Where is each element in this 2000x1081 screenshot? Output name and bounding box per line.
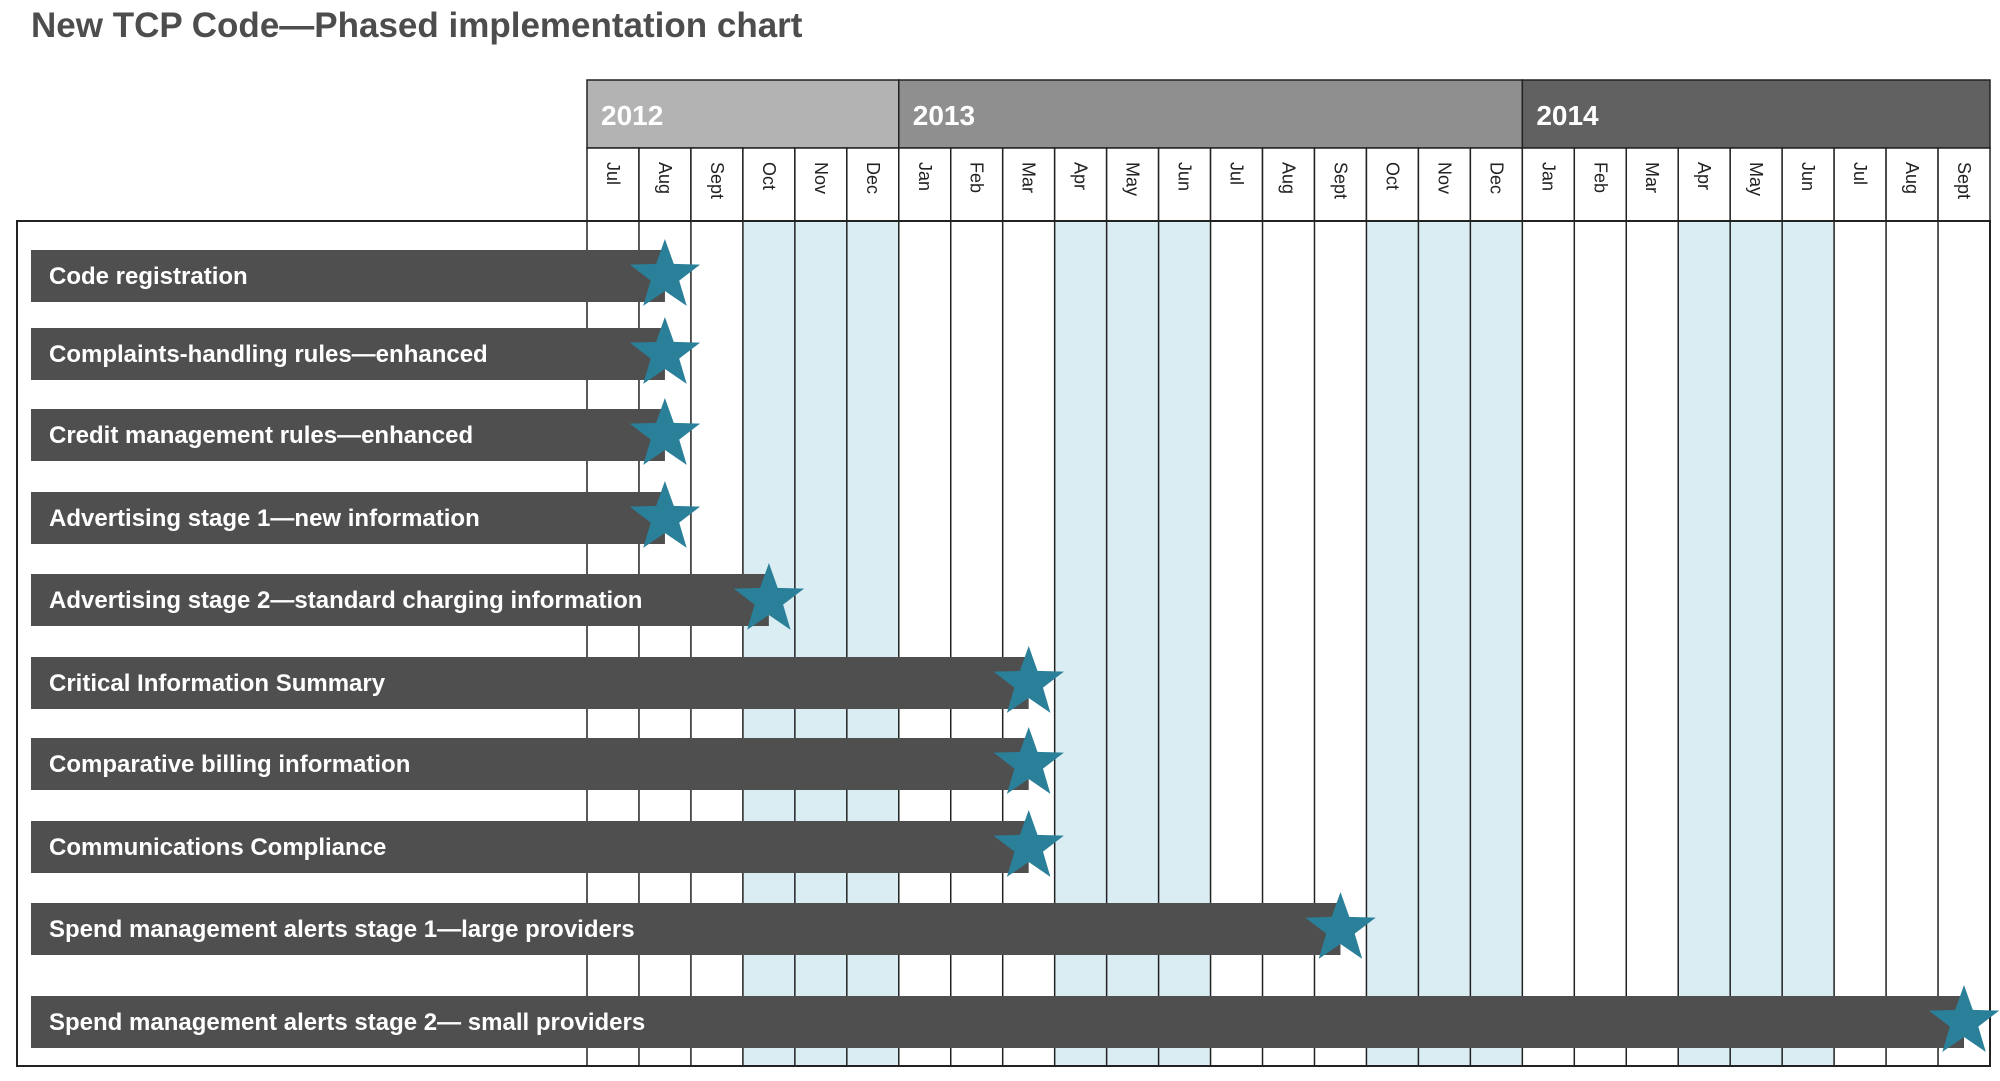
month-cell-10 [1105, 147, 1160, 222]
star-icon [1305, 892, 1376, 959]
month-cell-6 [898, 147, 952, 222]
task-bar [31, 250, 665, 302]
task-bar [31, 574, 769, 626]
month-label-10: May [1123, 162, 1143, 196]
month-label-23: Jun [1798, 162, 1818, 191]
month-label-11: Jun [1175, 162, 1195, 191]
month-cell-5 [846, 147, 900, 222]
month-cell-19 [1573, 147, 1628, 222]
year-label-2012: 2012 [601, 100, 663, 131]
shaded-band-2 [1366, 221, 1523, 1066]
star-icon [733, 563, 805, 630]
task-label: Credit management rules—enhanced [49, 422, 473, 449]
chart-frame [16, 220, 1991, 1067]
star-icon [1928, 985, 2000, 1052]
month-label-18: Jan [1538, 162, 1558, 191]
month-cell-22 [1729, 147, 1783, 222]
star-icon [629, 481, 701, 548]
month-label-26: Sept [1954, 162, 1974, 199]
star-icon [629, 398, 701, 465]
task-label: Advertising stage 2—standard charging in… [49, 587, 642, 614]
task-label: Comparative billing information [49, 751, 410, 778]
year-label-2014: 2014 [1536, 100, 1599, 131]
task-bar [31, 738, 1029, 790]
month-cell-8 [1001, 147, 1056, 222]
month-label-8: Mar [1019, 162, 1039, 193]
task-bar [31, 409, 665, 461]
month-label-20: Mar [1642, 162, 1662, 193]
month-label-4: Nov [811, 162, 831, 194]
task-bar [31, 996, 1965, 1048]
month-label-1: Aug [655, 162, 675, 194]
task-label: Advertising stage 1—new information [49, 505, 480, 532]
month-cell-15 [1365, 147, 1420, 222]
month-label-0: Jul [603, 162, 623, 185]
month-label-12: Jul [1227, 162, 1247, 185]
month-label-14: Sept [1330, 162, 1350, 199]
month-cell-4 [794, 147, 848, 222]
task-label: Complaints-handling rules—enhanced [49, 341, 488, 368]
month-label-19: Feb [1590, 162, 1610, 193]
month-cell-13 [1261, 147, 1316, 222]
month-label-15: Oct [1382, 162, 1402, 190]
star-icon [629, 239, 701, 306]
month-cell-16 [1417, 147, 1472, 222]
month-label-7: Feb [967, 162, 987, 193]
month-label-13: Aug [1279, 162, 1299, 194]
task-label: Code registration [49, 263, 248, 290]
month-label-25: Aug [1902, 162, 1922, 194]
month-label-21: Apr [1694, 162, 1714, 190]
month-cell-12 [1209, 147, 1264, 222]
month-cell-24 [1833, 147, 1887, 222]
task-bar [31, 903, 1341, 955]
task-bar [31, 328, 665, 380]
month-label-9: Apr [1071, 162, 1091, 190]
task-label: Communications Compliance [49, 834, 386, 861]
month-cell-26 [1937, 147, 1991, 222]
year-header-2013 [898, 79, 1524, 149]
task-bar [31, 657, 1029, 709]
month-cell-21 [1677, 147, 1731, 222]
star-icon [993, 810, 1064, 877]
month-cell-18 [1521, 147, 1576, 222]
month-label-2: Sept [707, 162, 727, 199]
month-label-16: Nov [1434, 162, 1454, 194]
month-label-5: Dec [863, 162, 883, 194]
page-title: New TCP Code—Phased implementation chart [31, 6, 803, 45]
task-label: Spend management alerts stage 2— small p… [49, 1009, 645, 1036]
star-icon [629, 317, 701, 384]
month-label-24: Jul [1850, 162, 1870, 185]
task-label: Critical Information Summary [49, 670, 386, 697]
month-cell-23 [1781, 147, 1835, 222]
task-label: Spend management alerts stage 1—large pr… [49, 916, 635, 943]
star-icon [993, 727, 1064, 794]
month-cell-25 [1885, 147, 1939, 222]
year-label-2013: 2013 [913, 100, 975, 131]
month-label-3: Oct [759, 162, 779, 190]
month-cell-14 [1313, 147, 1368, 222]
month-label-17: Dec [1486, 162, 1506, 194]
month-label-22: May [1746, 162, 1766, 196]
star-icon [993, 646, 1064, 713]
shaded-band-3 [1678, 221, 1835, 1066]
task-bar [31, 492, 665, 544]
month-label-6: Jan [915, 162, 935, 191]
task-bar [31, 821, 1029, 873]
